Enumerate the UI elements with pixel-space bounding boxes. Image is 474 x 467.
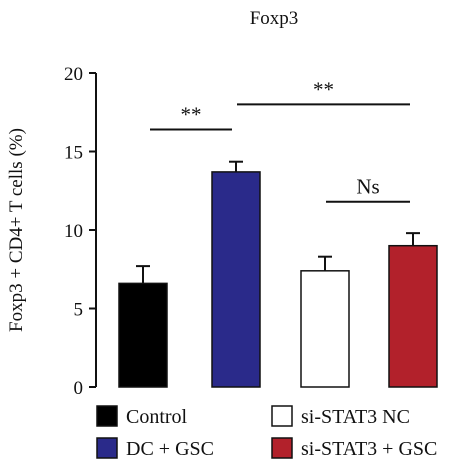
bar-si-stat3-nc: [300, 270, 350, 388]
significance-label-1: **: [313, 77, 334, 101]
legend: Control DC + GSC si-STAT3 NC si-STAT3 + GSC: [96, 405, 437, 460]
error-bars: [136, 160, 420, 284]
significance-label-0: **: [181, 103, 202, 127]
legend-label-3: si-STAT3 + GSC: [301, 438, 437, 460]
y-ticks: 0 5 10 15 20: [64, 64, 96, 399]
legend-swatch-1: [96, 437, 118, 459]
bars: [118, 171, 438, 388]
legend-label-1: DC + GSC: [126, 438, 214, 460]
legend-label-2: si-STAT3 NC: [301, 406, 410, 428]
legend-swatch-3: [271, 437, 293, 459]
bar-control: [118, 282, 168, 388]
significance-label-2: Ns: [356, 175, 379, 199]
y-tick-label-15: 15: [64, 143, 83, 164]
legend-swatch-2: [271, 405, 293, 427]
significance-brackets: ** ** Ns: [150, 77, 410, 203]
y-tick-label-10: 10: [64, 221, 83, 242]
bar-dc-gsc: [211, 171, 261, 388]
y-tick-label-0: 0: [74, 378, 84, 399]
y-tick-label-5: 5: [74, 300, 84, 321]
y-tick-label-20: 20: [64, 64, 83, 85]
y-axis-label: Foxp3 + CD4+ T cells (%): [6, 128, 27, 332]
legend-label-0: Control: [126, 406, 188, 428]
chart-title: Foxp3: [250, 8, 299, 29]
bar-si-stat3-gsc: [388, 244, 438, 388]
legend-swatch-0: [96, 405, 118, 427]
